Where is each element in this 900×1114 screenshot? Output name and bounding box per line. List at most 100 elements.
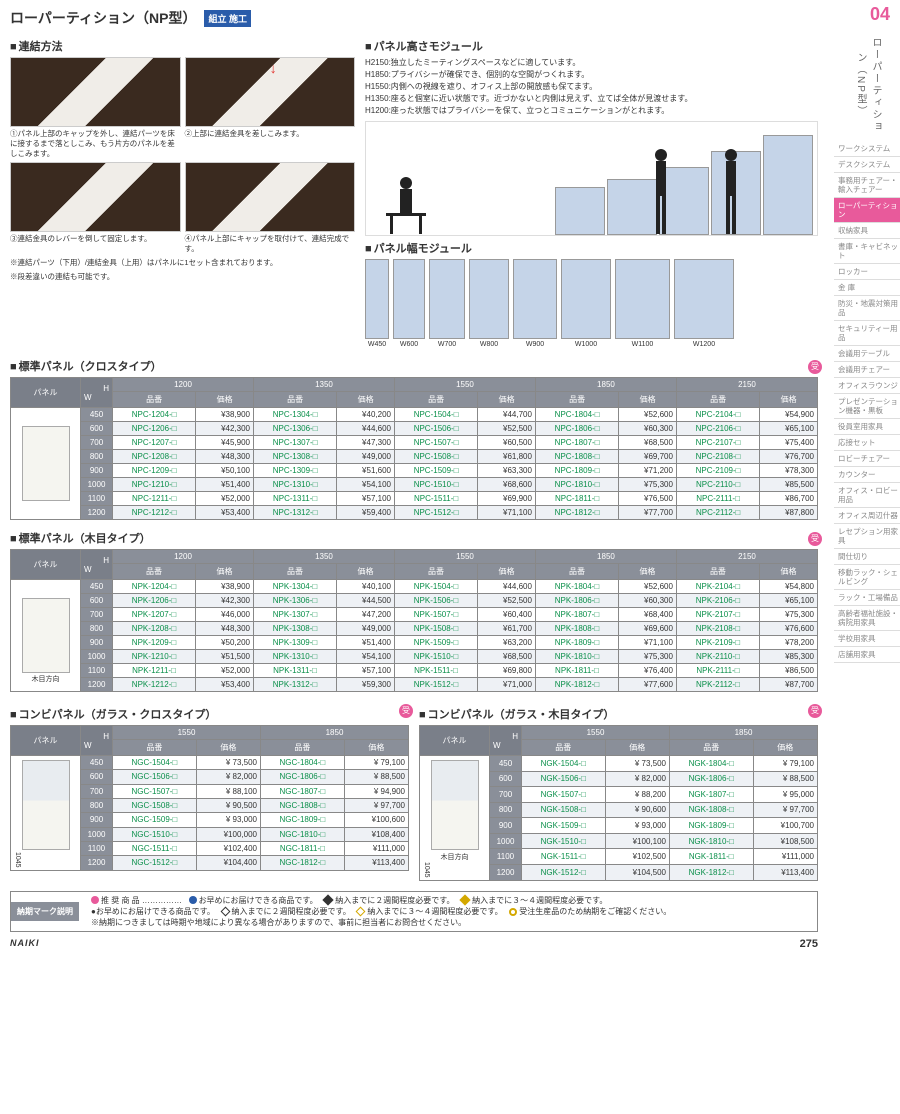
height-header: 1200 xyxy=(113,378,254,392)
code-cell: NPK-1806-□ xyxy=(535,594,618,608)
sidebar-item[interactable]: セキュリティー用品 xyxy=(834,321,900,346)
code-cell: NPK-1506-□ xyxy=(394,594,477,608)
sidebar-item[interactable]: レセプション用家具 xyxy=(834,524,900,549)
recommend-marker-icon: 受 xyxy=(808,532,822,546)
code-cell: NGK-1510-□ xyxy=(522,833,606,849)
sidebar-item[interactable]: 書庫・キャビネット xyxy=(834,239,900,264)
sidebar-item[interactable]: 収納家具 xyxy=(834,223,900,239)
price-cell: ¥71,000 xyxy=(477,678,535,692)
price-cell: ¥ 93,000 xyxy=(605,818,669,834)
width-cell: 1200 xyxy=(81,856,113,870)
width-cell: 1100 xyxy=(81,841,113,855)
code-cell: NGK-1511-□ xyxy=(522,849,606,865)
width-label: W600 xyxy=(393,341,425,348)
code-cell: NPK-1212-□ xyxy=(113,678,196,692)
code-cell: NPC-1809-□ xyxy=(535,464,618,478)
price-header: 価格 xyxy=(196,740,260,756)
price-cell: ¥50,200 xyxy=(196,636,254,650)
sidebar-item[interactable]: 事務用チェアー・輸入チェアー xyxy=(834,173,900,198)
price-cell: ¥52,500 xyxy=(478,422,536,436)
code-cell: NGC-1504-□ xyxy=(113,756,197,770)
table-glass-cloth-title: コンビパネル（ガラス・クロスタイプ） xyxy=(10,706,409,722)
price-cell: ¥61,800 xyxy=(478,450,536,464)
price-header: 価格 xyxy=(753,740,818,756)
code-cell: NPK-1311-□ xyxy=(253,664,336,678)
code-cell: NGK-1806-□ xyxy=(669,771,753,787)
code-cell: NPK-1309-□ xyxy=(253,636,336,650)
width-panel xyxy=(393,259,425,339)
sidebar-item[interactable]: ロッカー xyxy=(834,264,900,280)
price-cell: ¥49,000 xyxy=(337,450,395,464)
price-cell: ¥78,200 xyxy=(759,636,817,650)
sidebar-item[interactable]: ラック・工場備品 xyxy=(834,590,900,606)
code-cell: NPK-1807-□ xyxy=(535,608,618,622)
price-cell: ¥44,500 xyxy=(336,594,394,608)
code-cell: NGK-1507-□ xyxy=(522,787,606,803)
code-cell: NGC-1809-□ xyxy=(260,813,344,827)
sidebar-item[interactable]: ロビーチェアー xyxy=(834,451,900,467)
recommend-marker-icon: 受 xyxy=(399,704,413,718)
price-cell: ¥ 94,900 xyxy=(344,784,408,798)
hw-header: HW xyxy=(81,726,113,756)
code-cell: NPK-1511-□ xyxy=(394,664,477,678)
price-cell: ¥51,500 xyxy=(196,650,254,664)
connection-note-2: ※段差違いの連結も可能です。 xyxy=(10,272,355,282)
brand-logo: NAIKI xyxy=(10,938,40,950)
code-cell: NGC-1812-□ xyxy=(260,856,344,870)
height-header: 1850 xyxy=(535,378,676,392)
width-cell: 900 xyxy=(81,464,113,478)
code-cell: NPK-1208-□ xyxy=(113,622,196,636)
sidebar-item[interactable]: プレゼンテーション機器・黒板 xyxy=(834,394,900,419)
price-cell: ¥71,200 xyxy=(619,464,677,478)
code-header: 品番 xyxy=(535,392,618,408)
price-cell: ¥ 73,500 xyxy=(605,756,669,772)
sidebar-item[interactable]: 会議用テーブル xyxy=(834,346,900,362)
sidebar-item[interactable]: ワークシステム xyxy=(834,141,900,157)
sidebar-item[interactable]: 学校用家具 xyxy=(834,631,900,647)
sidebar-item[interactable]: 店舗用家具 xyxy=(834,647,900,663)
code-header: 品番 xyxy=(535,564,618,580)
price-cell: ¥65,100 xyxy=(759,594,817,608)
sidebar-item[interactable]: 応接セット xyxy=(834,435,900,451)
code-cell: NPK-2111-□ xyxy=(676,664,759,678)
price-cell: ¥49,000 xyxy=(336,622,394,636)
price-header: 価格 xyxy=(619,392,677,408)
code-cell: NPK-1804-□ xyxy=(535,580,618,594)
width-panel xyxy=(615,259,670,339)
sidebar-item[interactable]: 間仕切り xyxy=(834,549,900,565)
assembly-badge: 組立 施工 xyxy=(204,10,251,27)
width-label: W700 xyxy=(429,341,465,348)
sidebar-item[interactable]: 金 庫 xyxy=(834,280,900,296)
price-header: 価格 xyxy=(196,564,254,580)
code-cell: NPK-2110-□ xyxy=(676,650,759,664)
connection-note-1: ※連結パーツ（下用）/連結金具（上用）はパネルに1セット含まれております。 xyxy=(10,258,355,268)
code-cell: NPK-1310-□ xyxy=(253,650,336,664)
code-header: 品番 xyxy=(394,564,477,580)
price-cell: ¥52,600 xyxy=(619,408,677,422)
page-title: ローパーティション（NP型） xyxy=(10,8,196,28)
sidebar-item[interactable]: オフィス周辺什器 xyxy=(834,508,900,524)
price-cell: ¥69,600 xyxy=(618,622,676,636)
width-cell: 900 xyxy=(81,636,113,650)
sidebar-item[interactable]: 移動ラック・シェルビング xyxy=(834,565,900,590)
price-cell: ¥ 93,000 xyxy=(196,813,260,827)
price-cell: ¥50,100 xyxy=(196,464,254,478)
hw-header: HW xyxy=(490,726,522,756)
section-number: 04 xyxy=(870,4,890,25)
sidebar-item[interactable]: カウンター xyxy=(834,467,900,483)
diamond-icon xyxy=(323,895,334,906)
code-cell: NPC-1811-□ xyxy=(535,492,618,506)
sidebar-item[interactable]: 会議用チェアー xyxy=(834,362,900,378)
price-cell: ¥ 82,000 xyxy=(605,771,669,787)
width-cell: 700 xyxy=(81,436,113,450)
price-header: 価格 xyxy=(760,392,818,408)
sidebar-item[interactable]: オフィスラウンジ xyxy=(834,378,900,394)
sidebar-item[interactable]: デスクシステム xyxy=(834,157,900,173)
sidebar-item[interactable]: ローパーティション xyxy=(834,198,900,223)
height-header: 1850 xyxy=(260,726,408,740)
sidebar-item[interactable]: 防災・地震対策用品 xyxy=(834,296,900,321)
sidebar-item[interactable]: オフィス・ロビー用品 xyxy=(834,483,900,508)
code-cell: NPK-1808-□ xyxy=(535,622,618,636)
sidebar-item[interactable]: 役員室用家具 xyxy=(834,419,900,435)
sidebar-item[interactable]: 高齢者福祉施設・病院用家具 xyxy=(834,606,900,631)
